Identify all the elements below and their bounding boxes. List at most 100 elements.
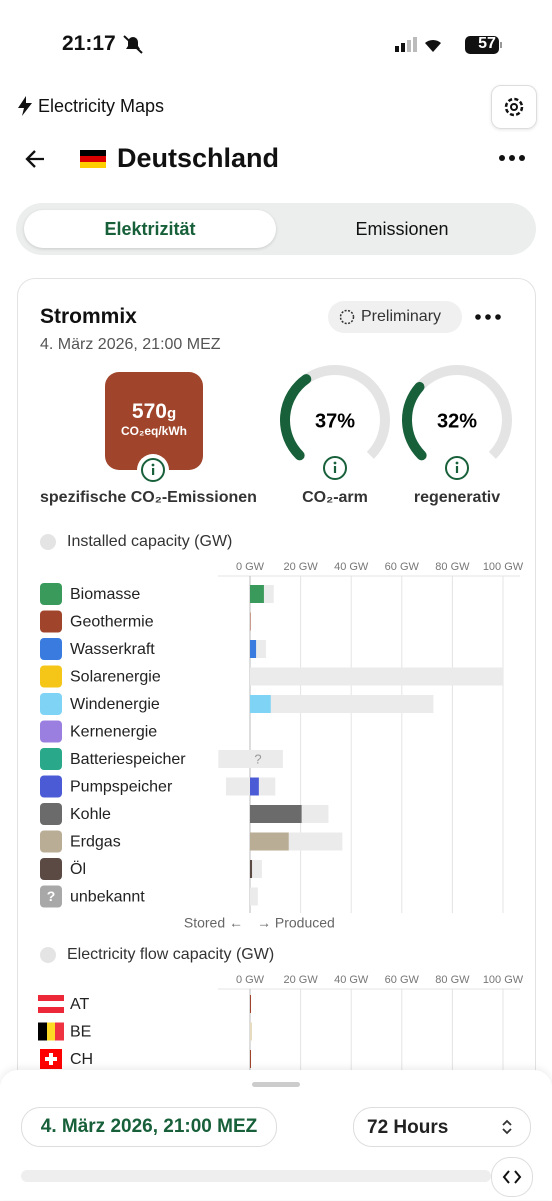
source-icon <box>40 858 62 880</box>
flag <box>38 1022 47 1041</box>
logo <box>18 96 32 116</box>
gauge-value: 37% <box>315 410 355 432</box>
source-name: Kohle <box>70 806 111 823</box>
produced-bar <box>250 640 257 658</box>
source-name: Wasserkraft <box>70 641 155 658</box>
gauge-value: 32% <box>437 410 477 432</box>
x-tick-label: 0 GW <box>236 561 265 573</box>
country-name: CH <box>70 1051 93 1068</box>
produced-label: → Produced <box>257 915 335 931</box>
status-time: 21:17 <box>62 32 116 55</box>
badge-text: Preliminary <box>361 308 442 325</box>
source-icon <box>40 830 62 853</box>
x-tick-label: 80 GW <box>435 974 470 986</box>
intensity-tile: 570g CO₂eq/kWh <box>105 372 203 470</box>
section-toggle <box>40 534 56 550</box>
source-icon <box>40 748 62 770</box>
capacity-bar <box>250 860 262 878</box>
capacity-chart: Installed capacity (GW) 0 GW 20 GW 40 GW 60 … <box>38 533 524 1070</box>
zone-name: Deutschland <box>117 143 280 173</box>
gauge-label: regenerativ <box>414 489 500 506</box>
card-more[interactable] <box>474 311 502 323</box>
expand-button[interactable] <box>491 1157 533 1197</box>
sheet-handle[interactable] <box>252 1082 300 1087</box>
source-name: Solarenergie <box>70 669 161 686</box>
settings-button[interactable] <box>491 85 537 129</box>
intensity-unit-sub: CO₂eq/kWh <box>121 424 187 438</box>
back-button[interactable] <box>24 148 48 170</box>
produced-bar <box>250 777 259 796</box>
produced-bar <box>250 695 271 713</box>
info-icon <box>323 456 347 480</box>
x-tick-label: 60 GW <box>385 561 420 573</box>
gauge-arc <box>402 381 427 461</box>
section-title: Electricity flow capacity (GW) <box>67 946 274 963</box>
card-title: Strommix <box>40 305 137 328</box>
x-tick-label: 60 GW <box>385 974 420 986</box>
source-icon <box>40 885 62 908</box>
produced-bar <box>250 832 289 851</box>
intensity-value: 570 <box>131 400 167 423</box>
x-tick-label: 100 GW <box>483 974 524 986</box>
source-name: Batteriespeicher <box>70 751 186 768</box>
section-toggle <box>40 947 56 963</box>
x-tick-label: 20 GW <box>283 974 318 986</box>
info-icon <box>445 456 469 480</box>
range-select[interactable]: 72 Hours <box>353 1107 531 1147</box>
flag-de <box>80 150 106 168</box>
source-icon <box>40 693 62 715</box>
status-icons <box>395 36 502 54</box>
produced-bar <box>250 860 253 878</box>
info-stem <box>455 466 459 473</box>
stored-label: Stored ← <box>184 915 243 931</box>
x-tick-label: 100 GW <box>483 561 524 573</box>
info-icon[interactable] <box>135 452 171 488</box>
source-name: Kernenergie <box>70 724 157 741</box>
capacity-bar <box>250 667 503 686</box>
source-name: Windenergie <box>70 696 160 713</box>
preliminary-badge[interactable]: Preliminary <box>328 301 462 333</box>
timeline-slider[interactable] <box>21 1170 491 1182</box>
section-title: Installed capacity (GW) <box>67 533 232 550</box>
source-icon <box>40 583 62 605</box>
battery-level: 57 <box>478 35 496 52</box>
country-name: BE <box>70 1024 91 1041</box>
tab-electricity[interactable]: Elektrizität <box>24 210 276 248</box>
gauge-label: CO₂-arm <box>302 489 368 506</box>
tab-emissions[interactable]: Emissionen <box>355 219 449 239</box>
x-tick-label: 80 GW <box>435 561 470 573</box>
flow-bar <box>250 995 252 1013</box>
intensity-label: spezifische CO₂-Emissionen <box>40 489 257 506</box>
capacity-bar <box>218 750 283 768</box>
source-name: Geothermie <box>70 614 154 631</box>
x-tick-label: 40 GW <box>334 974 369 986</box>
country-name: AT <box>70 996 89 1013</box>
flag <box>55 1022 64 1041</box>
x-tick-label: 40 GW <box>334 561 369 573</box>
x-tick-label: 20 GW <box>283 561 318 573</box>
source-name: Biomasse <box>70 586 140 603</box>
info-dot <box>333 461 337 465</box>
capacity-bar <box>250 887 258 906</box>
source-icon <box>40 720 62 743</box>
source-icon <box>40 638 62 660</box>
flag <box>38 1001 64 1007</box>
produced-bar <box>250 612 251 631</box>
source-name: Öl <box>70 860 86 878</box>
flag <box>47 1022 55 1041</box>
source-icon <box>40 610 62 633</box>
more-button[interactable] <box>498 152 528 164</box>
gauge-arc <box>280 374 312 461</box>
source-name: Erdgas <box>70 834 121 851</box>
app-name: Electricity Maps <box>38 96 165 116</box>
date-picker[interactable]: 4. März 2026, 21:00 MEZ <box>21 1107 277 1147</box>
unknown-marker: ? <box>254 751 261 766</box>
produced-bar <box>250 805 302 823</box>
info-dot <box>455 461 459 465</box>
bottom-sheet: 4. März 2026, 21:00 MEZ 72 Hours <box>0 1070 552 1200</box>
source-name: Pumpspeicher <box>70 779 173 796</box>
source-name: unbekannt <box>70 889 145 906</box>
source-icon <box>40 775 62 798</box>
flow-bar <box>250 1022 253 1041</box>
gauges: 37% CO₂-arm 32% regenerativ <box>280 365 512 506</box>
